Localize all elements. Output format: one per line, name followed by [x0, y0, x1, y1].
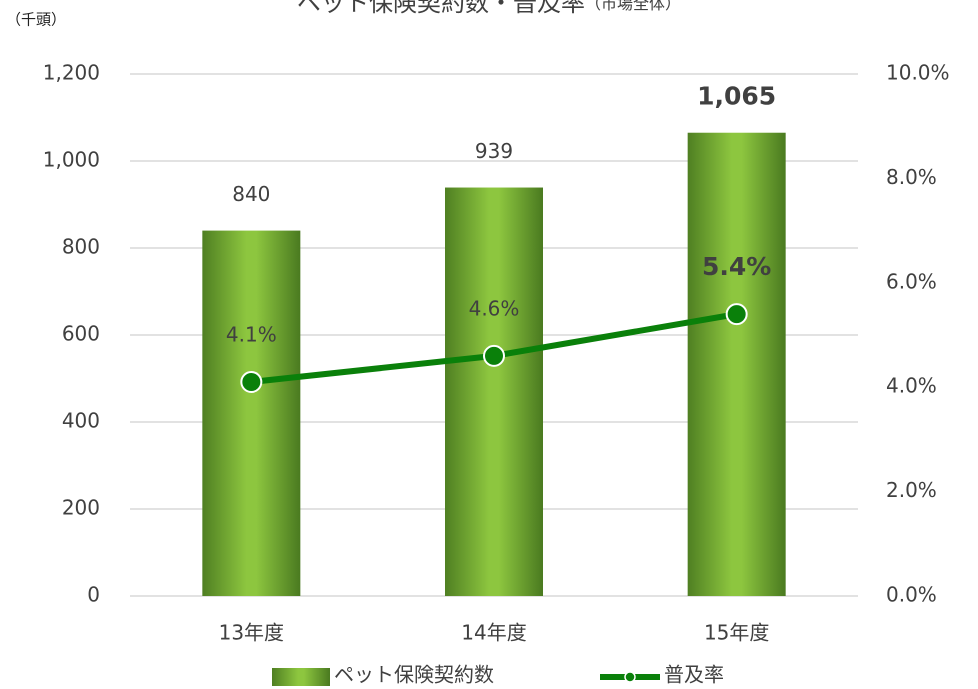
legend-swatch	[624, 671, 636, 683]
bar-value-label: 1,065	[697, 82, 776, 111]
line-marker	[725, 303, 748, 326]
y-tick-label: 400	[62, 409, 100, 433]
chart-title: ペット保険契約数・普及率（市場全体）	[297, 0, 681, 17]
y2-tick-label: 0.0%	[886, 583, 937, 607]
subtitle: （市場全体）	[585, 0, 681, 13]
y2-tick-label: 10.0%	[886, 61, 950, 85]
y2-tick-label: 6.0%	[886, 269, 937, 293]
bar-value-label: 840	[232, 182, 270, 206]
x-tick-label: 14年度	[461, 621, 526, 645]
x-tick-label: 15年度	[704, 621, 769, 645]
line-marker	[483, 344, 505, 367]
y-tick-label: 1,000	[43, 148, 100, 172]
bar	[202, 230, 301, 596]
title: ペット保険契約数・普及率	[297, 0, 585, 17]
y2-tick-label: 2.0%	[886, 478, 937, 502]
line-value-label: 4.1%	[226, 322, 277, 346]
bar-value-label: 939	[475, 139, 513, 163]
y2-tick-label: 8.0%	[886, 165, 937, 189]
y-tick-label: 600	[62, 322, 100, 346]
y-tick-label: 200	[62, 496, 100, 520]
y-unit-label: （千頭）	[6, 11, 66, 29]
y-tick-label: 0	[87, 583, 100, 607]
line-value-label: 5.4%	[702, 252, 771, 281]
bar	[687, 132, 786, 596]
bar	[445, 187, 543, 596]
y-tick-label: 800	[62, 235, 100, 259]
legend-label: 普及率	[664, 663, 724, 687]
line-marker	[240, 370, 263, 393]
x-tick-label: 13年度	[219, 621, 284, 645]
legend-swatch	[272, 668, 330, 686]
legend-label: ペット保険契約数	[334, 663, 494, 687]
line-value-label: 4.6%	[469, 296, 520, 320]
y-tick-label: 1,200	[43, 61, 100, 85]
y2-tick-label: 4.0%	[886, 374, 937, 398]
